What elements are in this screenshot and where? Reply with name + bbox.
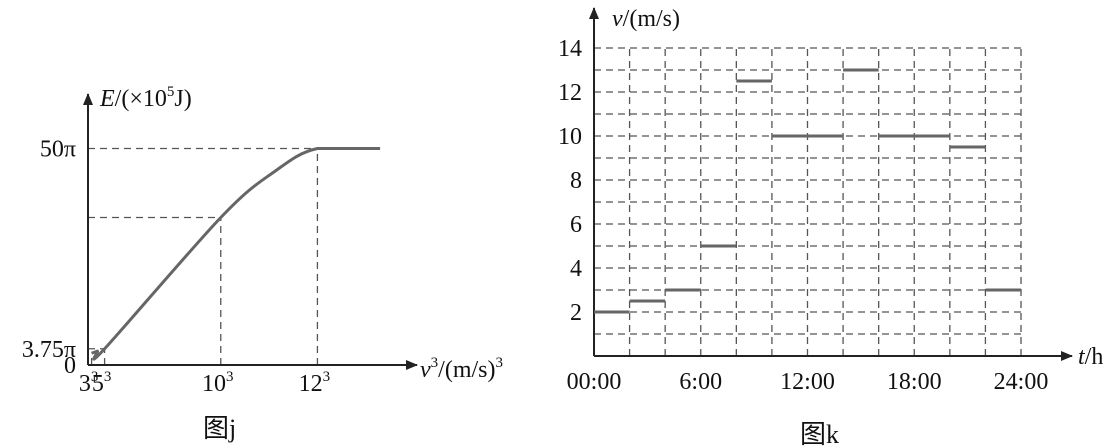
x-tick-label: 18:00 [887, 369, 942, 395]
y-tick-labels: 2 4 6 8 10 12 14 [558, 36, 582, 326]
x-tick-label: 24:00 [994, 369, 1049, 395]
x-tick-label: 33 [79, 369, 99, 397]
grid [594, 47, 1022, 356]
y-tick-label: 6 [570, 212, 582, 238]
x-axis-label: t/h [1078, 344, 1103, 370]
y-axis-label: v/(m/s) [612, 6, 680, 32]
chart-speed-vs-time: 2 4 6 8 10 12 14 00:00 6:00 12:00 18:00 24:00 v/(m… [558, 6, 1103, 448]
energy-curve [90, 147, 381, 361]
y-tick-label: 0 [64, 353, 76, 379]
x-tick-label: 6:00 [679, 369, 722, 395]
y-tick-labels: 03.75π 50π [22, 136, 76, 379]
x-tick-label: 53 [92, 369, 112, 397]
y-tick-label: 8 [570, 168, 582, 194]
x-tick-label: 123 [299, 369, 331, 397]
y-tick-label: 2 [570, 300, 582, 326]
y-tick-label: 10 [558, 124, 582, 150]
x-tick-labels: 00:00 6:00 12:00 18:00 24:00 [567, 369, 1049, 395]
y-tick-label: 3.75π [22, 337, 76, 363]
x-tick-label: 103 [202, 369, 234, 397]
x-tick-label: 00:00 [567, 369, 622, 395]
x-axis-label: v3/(m/s)3 [420, 355, 503, 383]
y-tick-label: 12 [558, 80, 582, 106]
guide-lines [88, 147, 319, 365]
y-tick-label: 4 [570, 256, 582, 282]
y-tick-label: 50π [40, 136, 76, 162]
x-tick-label: 12:00 [780, 369, 835, 395]
chart-k-caption: 图k [800, 420, 839, 448]
speed-segments [594, 68, 1021, 314]
y-tick-label: 14 [558, 36, 582, 62]
y-axis-label: E/(×105J) [99, 84, 192, 112]
chart-j-caption: 图j [203, 414, 236, 443]
